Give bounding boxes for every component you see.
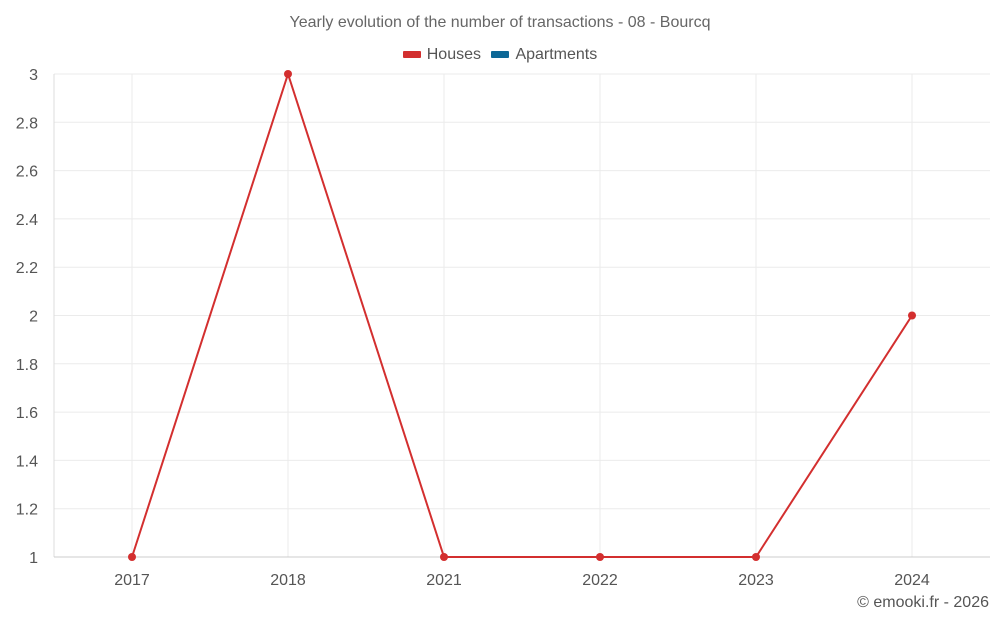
legend-swatch-houses: [402, 51, 421, 58]
y-tick-label: 1.2: [16, 502, 38, 519]
data-point-houses: [128, 553, 136, 561]
legend-label-apartments: Apartments: [515, 45, 598, 63]
credit-text: © emooki.fr - 2026: [857, 594, 989, 611]
y-tick-label: 2: [29, 309, 38, 326]
data-point-houses: [596, 553, 604, 561]
chart-title: Yearly evolution of the number of transa…: [289, 14, 711, 31]
y-tick-label: 1: [29, 550, 38, 567]
data-point-houses: [440, 553, 448, 561]
x-tick-label: 2022: [582, 572, 618, 589]
y-tick-label: 1.8: [16, 357, 38, 374]
y-tick-label: 3: [29, 67, 38, 84]
series-line-houses: [131, 70, 913, 558]
data-point-houses: [284, 70, 292, 78]
y-tick-label: 1.4: [16, 453, 38, 470]
x-tick-label: 2021: [426, 572, 462, 589]
legend-item-apartments[interactable]: Apartments: [491, 46, 597, 64]
legend-label-houses: Houses: [426, 45, 481, 63]
y-tick-label: 2.8: [16, 115, 38, 132]
legend-swatch-apartments: [491, 51, 510, 58]
y-tick-label: 2.4: [16, 212, 38, 229]
y-tick-label: 2.2: [16, 260, 38, 277]
x-tick-label: 2024: [894, 572, 930, 589]
data-point-houses: [908, 311, 916, 320]
y-tick-label: 1.6: [16, 405, 38, 422]
data-point-houses: [752, 553, 760, 561]
y-tick-label: 2.6: [16, 164, 38, 181]
legend: Houses Apartments: [0, 45, 1000, 64]
x-tick-label: 2017: [114, 572, 150, 589]
legend-item-houses[interactable]: Houses: [402, 45, 481, 64]
x-tick-label: 2018: [270, 572, 306, 589]
x-tick-label: 2023: [738, 572, 774, 589]
